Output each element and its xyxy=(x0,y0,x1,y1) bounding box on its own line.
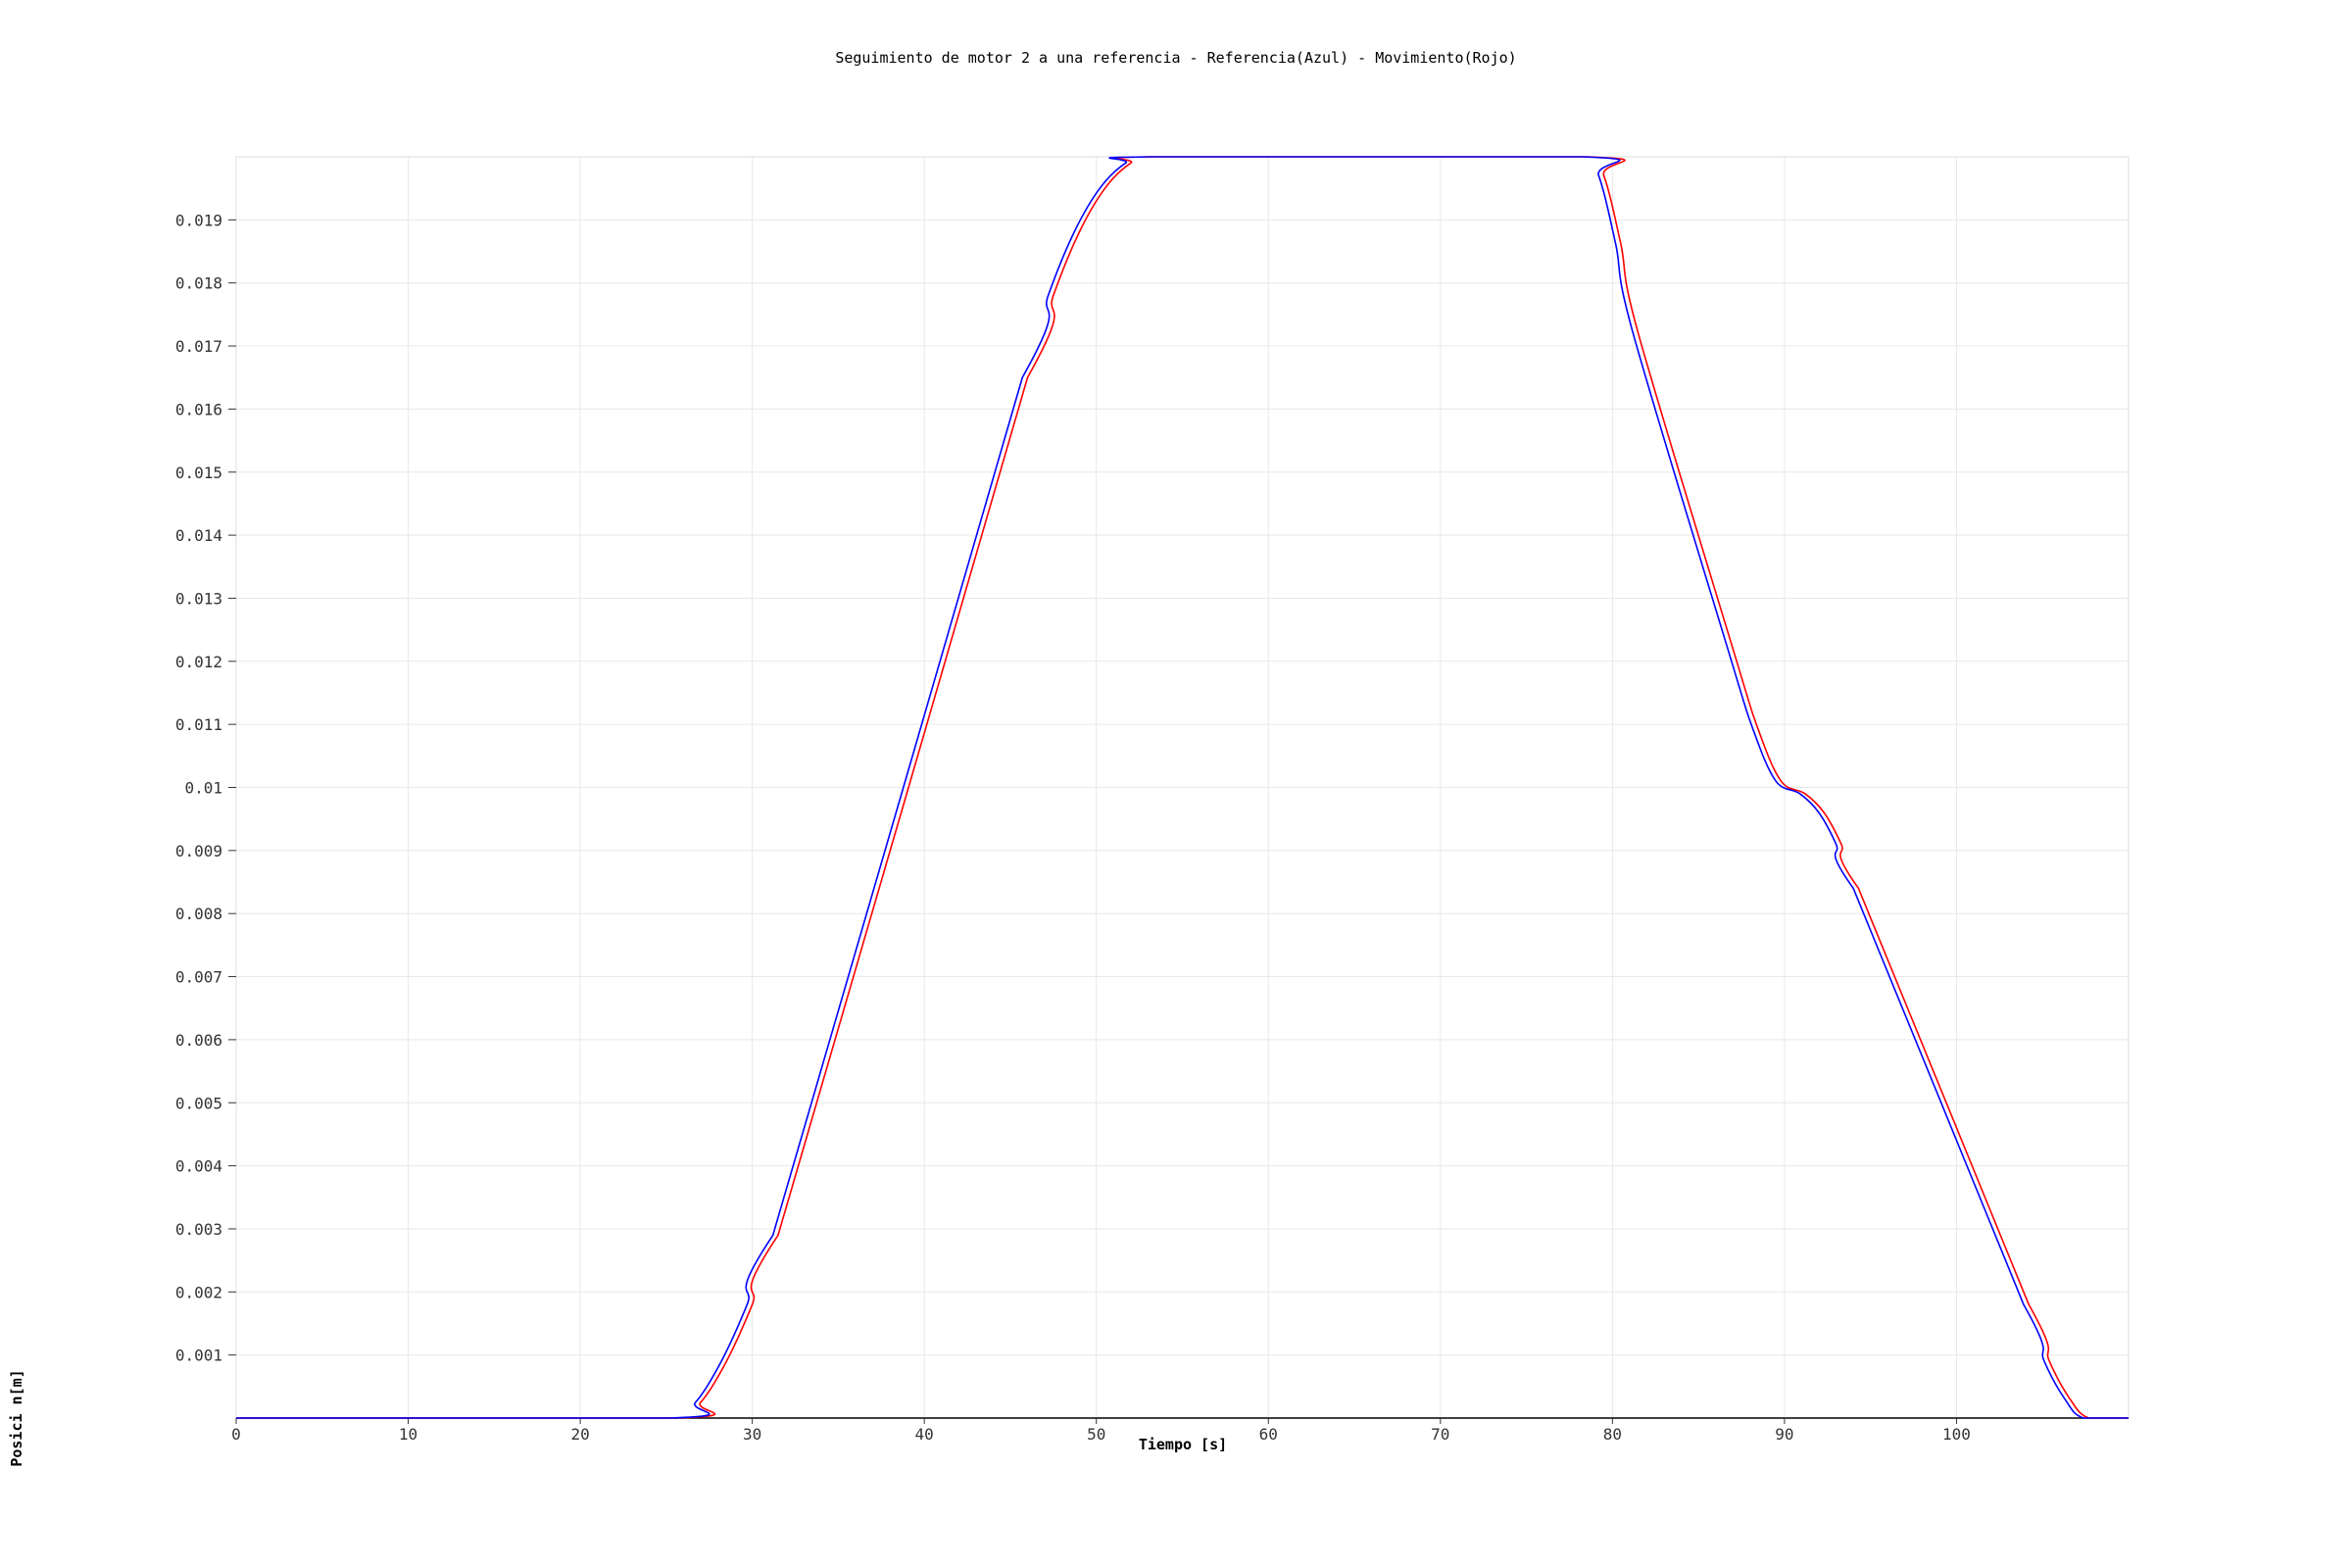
y-tick-label: 0.014 xyxy=(175,526,222,545)
y-tick-label: 0.004 xyxy=(175,1157,222,1176)
x-tick-label: 90 xyxy=(1775,1425,1793,1444)
y-tick-label: 0.015 xyxy=(175,464,222,482)
x-tick-label: 30 xyxy=(743,1425,761,1444)
y-tick-label: 0.017 xyxy=(175,337,222,356)
x-axis-title: Tiempo [s] xyxy=(1139,1436,1227,1453)
x-tick-label: 40 xyxy=(915,1425,934,1444)
x-tick-label: 70 xyxy=(1431,1425,1449,1444)
y-tick-label: 0.012 xyxy=(175,653,222,671)
y-tick-label: 0.018 xyxy=(175,274,222,293)
y-tick-label: 0.013 xyxy=(175,589,222,608)
y-tick-label: 0.016 xyxy=(175,400,222,418)
y-tick-label: 0.001 xyxy=(175,1347,222,1365)
y-tick-label: 0.006 xyxy=(175,1031,222,1050)
x-tick-label: 10 xyxy=(399,1425,417,1444)
y-tick-label: 0.019 xyxy=(175,211,222,229)
series-line-1 xyxy=(236,156,2129,1419)
y-tick-label: 0.009 xyxy=(175,842,222,860)
x-tick-label: 0 xyxy=(231,1425,241,1444)
x-tick-label: 80 xyxy=(1603,1425,1622,1444)
y-tick-label: 0.002 xyxy=(175,1283,222,1301)
y-tick-labels: 0.001 0.002 0.003 0.004 0.005 0.006 0.007 0.008… xyxy=(175,211,222,1364)
y-tick-label: 0.008 xyxy=(175,905,222,923)
y-axis-title: Posici n[m] xyxy=(8,1369,25,1466)
y-tick-label: 0.003 xyxy=(175,1220,222,1239)
x-tick-label: 20 xyxy=(570,1425,589,1444)
chart-title: Seguimiento de motor 2 a una referencia … xyxy=(835,49,1516,67)
grid xyxy=(236,157,2129,1418)
x-tick-label: 100 xyxy=(1942,1425,1971,1444)
y-tick-label: 0.01 xyxy=(184,779,222,798)
x-tick-labels: 0 10 20 30 40 50 60 70 80 90 100 xyxy=(231,1425,1971,1444)
y-tick-label: 0.007 xyxy=(175,968,222,987)
series xyxy=(236,156,2129,1419)
x-tick-label: 50 xyxy=(1087,1425,1105,1444)
y-tick-label: 0.005 xyxy=(175,1094,222,1112)
x-tick-label: 60 xyxy=(1259,1425,1278,1444)
y-tick-label: 0.011 xyxy=(175,715,222,734)
